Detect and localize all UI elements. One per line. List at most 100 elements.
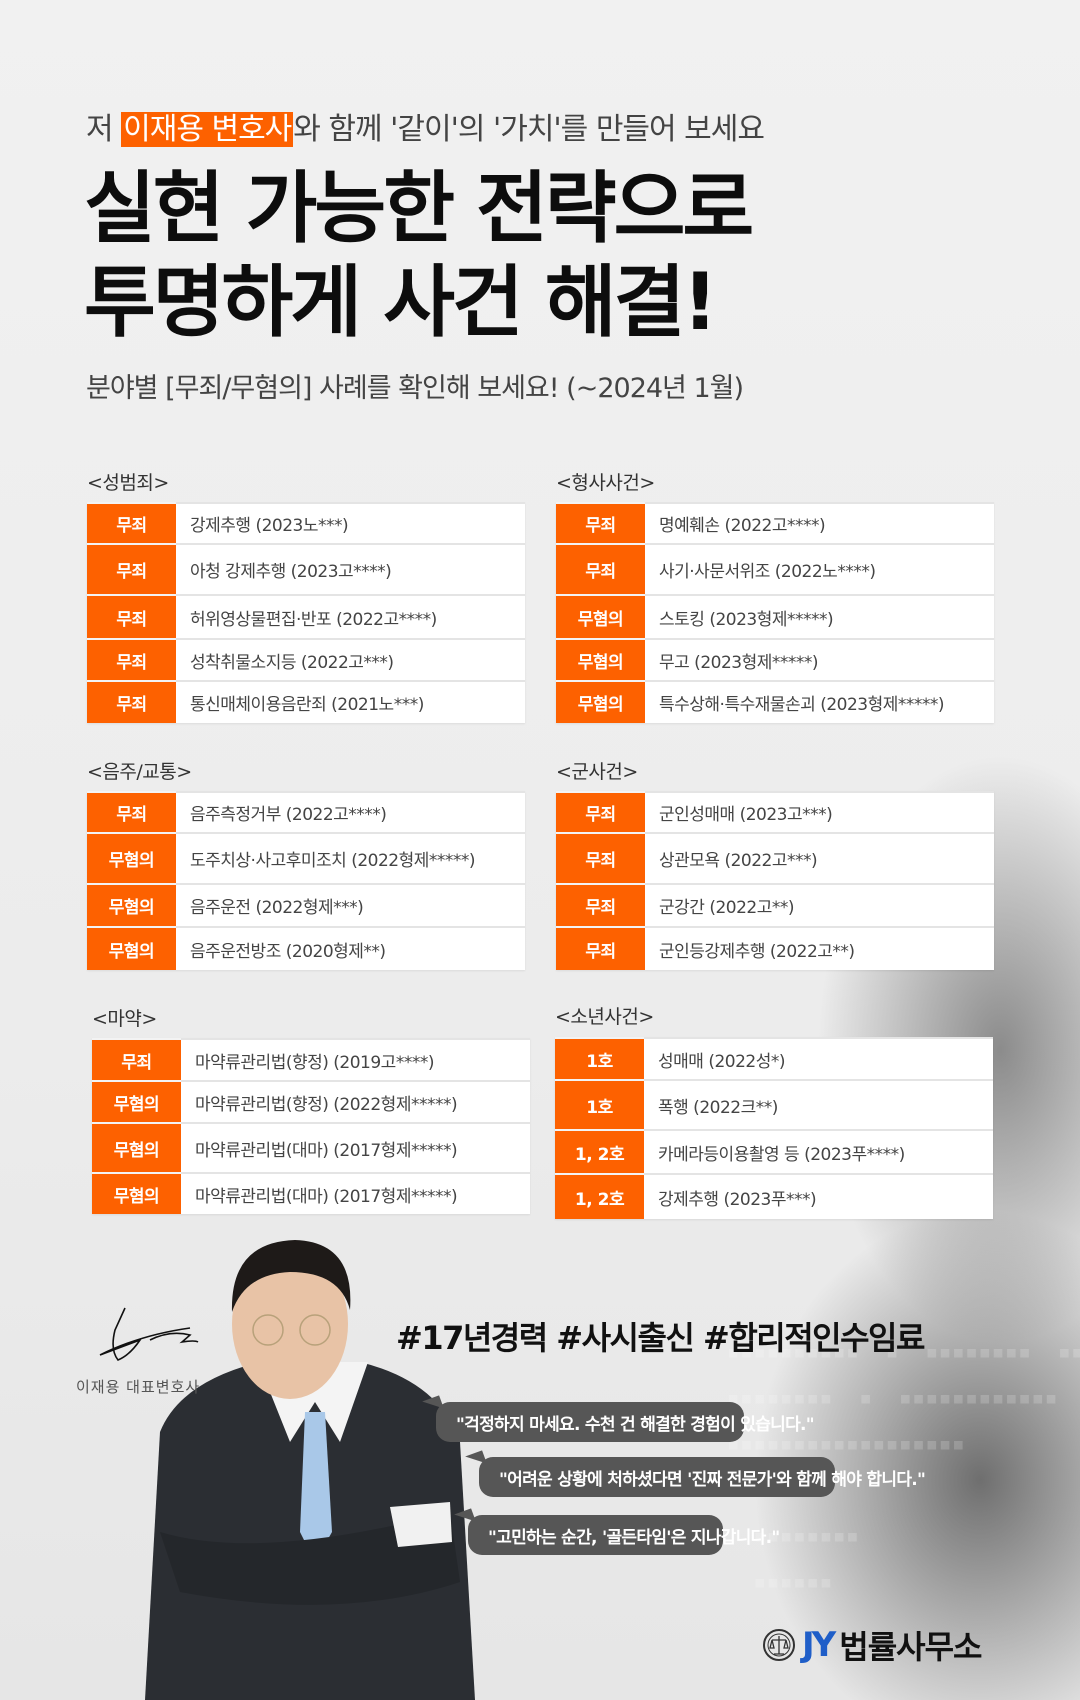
verdict-badge: 무죄 [87,502,176,544]
table-row: 무죄 사기·사문서위조 (2022노****) [556,543,994,595]
verdict-badge: 무죄 [87,791,176,833]
table-row: 1호 폭행 (2022크**) [555,1079,993,1130]
table-row: 무죄 명예훼손 (2022고****) [556,502,994,544]
case-name: 군강간 (2022고**) [645,883,994,927]
subtitle: 분야별 [무죄/무혐의] 사례를 확인해 보세요! (~2024년 1월) [86,373,744,404]
table-row: 무죄 음주측정거부 (2022고****) [87,791,525,833]
intro-line: 저 이재용 변호사와 함께 '같이'의 '가치'를 만들어 보세요 [86,104,765,148]
section-label: <음주/교통> [87,761,192,783]
lawyer-name-highlight: 이재용 변호사 [121,112,294,147]
table-row: 무혐의 도주치상·사고후미조치 (2022형제*****) [87,832,525,884]
signature-name: 이재용 대표변호사 [76,1378,201,1396]
case-table: 무죄 명예훼손 (2022고****) 무죄 사기·사문서위조 (2022노****)… [556,502,994,723]
case-name: 군인성매매 (2023고***) [645,791,994,833]
verdict-badge: 무죄 [87,680,176,723]
table-row: 무죄 마약류관리법(향정) (2019고****) [92,1038,530,1081]
case-name: 특수상해·특수재물손괴 (2023형제*****) [645,680,994,723]
table-row: 무혐의 음주운전 (2022형제***) [87,883,525,927]
table-row: 1, 2호 강제추행 (2023푸***) [555,1173,993,1219]
verdict-badge: 1호 [555,1079,644,1130]
table-row: 1호 성매매 (2022성*) [555,1037,993,1080]
section-label: <군사건> [556,761,638,783]
verdict-badge: 무죄 [87,543,176,595]
verdict-badge: 무죄 [556,502,645,544]
case-name: 마약류관리법(향정) (2022형제*****) [181,1080,530,1123]
verdict-badge: 무죄 [556,883,645,927]
case-name: 도주치상·사고후미조치 (2022형제*****) [176,832,525,884]
verdict-badge: 무혐의 [556,594,645,639]
verdict-badge: 무혐의 [556,680,645,723]
scales-of-justice-icon [763,1629,795,1661]
case-name: 통신매체이용음란죄 (2021노***) [176,680,525,723]
intro-suffix: 와 함께 '같이'의 '가치'를 만들어 보세요 [293,112,765,147]
case-table: 무죄 음주측정거부 (2022고****) 무혐의 도주치상·사고후미조치 (2022… [87,791,525,970]
case-name: 성매매 (2022성*) [644,1037,993,1080]
verdict-badge: 무혐의 [92,1122,181,1173]
case-name: 허위영상물편집·반포 (2022고****) [176,594,525,639]
table-row: 무죄 허위영상물편집·반포 (2022고****) [87,594,525,639]
table-row: 무혐의 마약류관리법(향정) (2022형제*****) [92,1080,530,1123]
verdict-badge: 무혐의 [556,638,645,681]
hashtags: #17년경력 #사시출신 #합리적인수임료 [396,1319,925,1357]
case-name: 군인등강제추행 (2022고**) [645,926,994,970]
headline-line-2: 투명하게 사건 해결! [84,258,718,348]
verdict-badge: 무혐의 [87,926,176,970]
case-name: 마약류관리법(대마) (2017형제*****) [181,1122,530,1173]
quote-bubble-1: "걱정하지 마세요. 수천 건 해결한 경험이 있습니다." [436,1402,815,1442]
verdict-badge: 무혐의 [87,832,176,884]
case-name: 사기·사문서위조 (2022노****) [645,543,994,595]
case-name: 폭행 (2022크**) [644,1079,993,1130]
case-name: 마약류관리법(대마) (2017형제*****) [181,1172,530,1214]
table-row: 무죄 군강간 (2022고**) [556,883,994,927]
table-row: 무혐의 마약류관리법(대마) (2017형제*****) [92,1172,530,1214]
logo-name: 법률사무소 [839,1628,982,1666]
table-row: 1, 2호 카메라등이용촬영 등 (2023푸****) [555,1129,993,1174]
table-row: 무혐의 무고 (2023형제*****) [556,638,994,681]
verdict-badge: 무죄 [556,832,645,884]
case-name: 카메라등이용촬영 등 (2023푸****) [644,1129,993,1174]
case-name: 음주측정거부 (2022고****) [176,791,525,833]
verdict-badge: 무혐의 [92,1080,181,1123]
case-name: 무고 (2023형제*****) [645,638,994,681]
table-row: 무죄 아청 강제추행 (2023고****) [87,543,525,595]
signature [99,1307,199,1361]
case-table: 1호 성매매 (2022성*) 1호 폭행 (2022크**) 1, 2호 카메라등이용촬… [555,1037,993,1219]
table-row: 무죄 강제추행 (2023노***) [87,502,525,544]
case-name: 스토킹 (2023형제*****) [645,594,994,639]
verdict-badge: 1, 2호 [555,1173,644,1219]
quote-bubble-3: "고민하는 순간, '골든타임'은 지나갑니다." [468,1515,780,1555]
verdict-badge: 무혐의 [87,883,176,927]
case-name: 강제추행 (2023푸***) [644,1173,993,1219]
case-name: 마약류관리법(향정) (2019고****) [181,1038,530,1081]
quote-bubble-2: "어려운 상황에 처하셨다면 '진짜 전문가'와 함께 해야 합니다." [479,1457,926,1497]
verdict-badge: 무죄 [87,594,176,639]
case-name: 강제추행 (2023노***) [176,502,525,544]
table-row: 무혐의 스토킹 (2023형제*****) [556,594,994,639]
verdict-badge: 1호 [555,1037,644,1080]
background-code-decoration: ▪▪▪▪▪▪▪▪▪▪ ▪ ▪▪▪▪▪▪▪▪ ▪▪ ▪▪ ▪▪▪▪▪▪ ▪ ▪ ▪ ▪▪… [726,1340,1080,1595]
verdict-badge: 무죄 [556,926,645,970]
case-table: 무죄 강제추행 (2023노***) 무죄 아청 강제추행 (2023고****) 무죄… [87,502,525,723]
headline-line-1: 실현 가능한 전략으로 [84,164,754,254]
case-name: 음주운전방조 (2020형제**) [176,926,525,970]
verdict-badge: 무혐의 [92,1172,181,1214]
section-label: <형사사건> [556,472,655,494]
intro-prefix: 저 [86,112,122,147]
verdict-badge: 무죄 [87,638,176,681]
verdict-badge: 무죄 [92,1038,181,1081]
case-table: 무죄 마약류관리법(향정) (2019고****) 무혐의 마약류관리법(향정) (2… [92,1038,530,1214]
verdict-badge: 무죄 [556,543,645,595]
case-name: 상관모욕 (2022고***) [645,832,994,884]
table-row: 무혐의 마약류관리법(대마) (2017형제*****) [92,1122,530,1173]
logo-mark: JY [802,1625,836,1665]
section-label: <성범죄> [87,472,169,494]
case-name: 음주운전 (2022형제***) [176,883,525,927]
verdict-badge: 1, 2호 [555,1129,644,1174]
table-row: 무죄 상관모욕 (2022고***) [556,832,994,884]
table-row: 무죄 군인등강제추행 (2022고**) [556,926,994,970]
table-row: 무죄 군인성매매 (2023고***) [556,791,994,833]
section-label: <마약> [92,1008,157,1030]
verdict-badge: 무죄 [556,791,645,833]
lawyer-photo [145,1240,475,1700]
section-label: <소년사건> [555,1006,654,1028]
